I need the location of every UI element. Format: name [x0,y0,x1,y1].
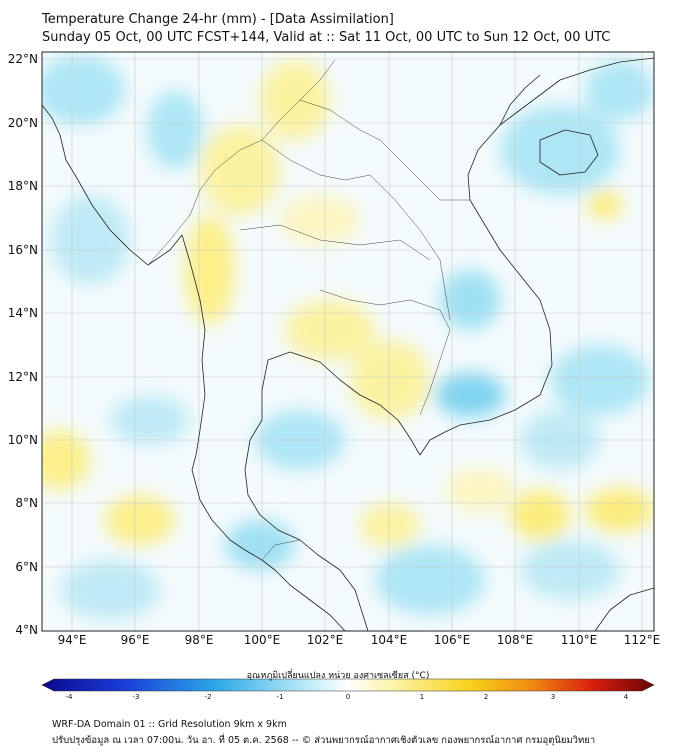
lon-label: 100°E [243,633,281,647]
lon-label: 96°E [120,633,150,647]
lat-label: 8°N [15,496,38,510]
colorbar-tick: -2 [204,693,212,701]
lat-label: 4°N [15,623,38,637]
colorbar [41,678,655,692]
lat-label: 14°N [7,306,38,320]
lat-label: 10°N [7,433,38,447]
coastline [42,57,654,631]
colorbar-tick: -4 [65,693,73,701]
chart-title: Temperature Change 24-hr (mm) - [Data As… [42,12,394,27]
country-borders [147,59,470,561]
lon-label: 110°E [560,633,598,647]
lon-label: 112°E [623,633,661,647]
colorbar-tick: -1 [276,693,284,701]
lat-label: 18°N [7,179,38,193]
footer-credit: ปรับปรุงข้อมูล ณ เวลา 07:00น. วัน อา. ที… [52,735,596,746]
lon-label: 106°E [433,633,471,647]
gridlines [42,52,654,631]
colorbar-tick: -3 [132,693,140,701]
lat-label: 16°N [7,243,38,257]
lon-label: 98°E [184,633,214,647]
lon-label: 102°E [306,633,344,647]
colorbar-tick: 1 [419,693,425,701]
chart-subtitle: Sunday 05 Oct, 00 UTC FCST+144, Valid at… [42,30,611,45]
lat-label: 12°N [7,370,38,384]
lon-label: 94°E [57,633,87,647]
colorbar-tick: 0 [345,693,351,701]
lat-label: 6°N [15,560,38,574]
footer-model-info: WRF-DA Domain 01 :: Grid Resolution 9km … [52,719,287,730]
lon-label: 108°E [496,633,534,647]
colorbar-tick: 4 [623,693,629,701]
lon-label: 104°E [370,633,408,647]
colorbar-tick: 3 [550,693,556,701]
lat-label: 20°N [7,116,38,130]
colorbar-title: อุณหภูมิเปลี่ยนแปลง หน่วย องศาเซลเซียส (… [246,671,430,681]
plot-frame [41,51,655,632]
lat-label: 22°N [7,52,38,66]
colorbar-tick: 2 [483,693,489,701]
